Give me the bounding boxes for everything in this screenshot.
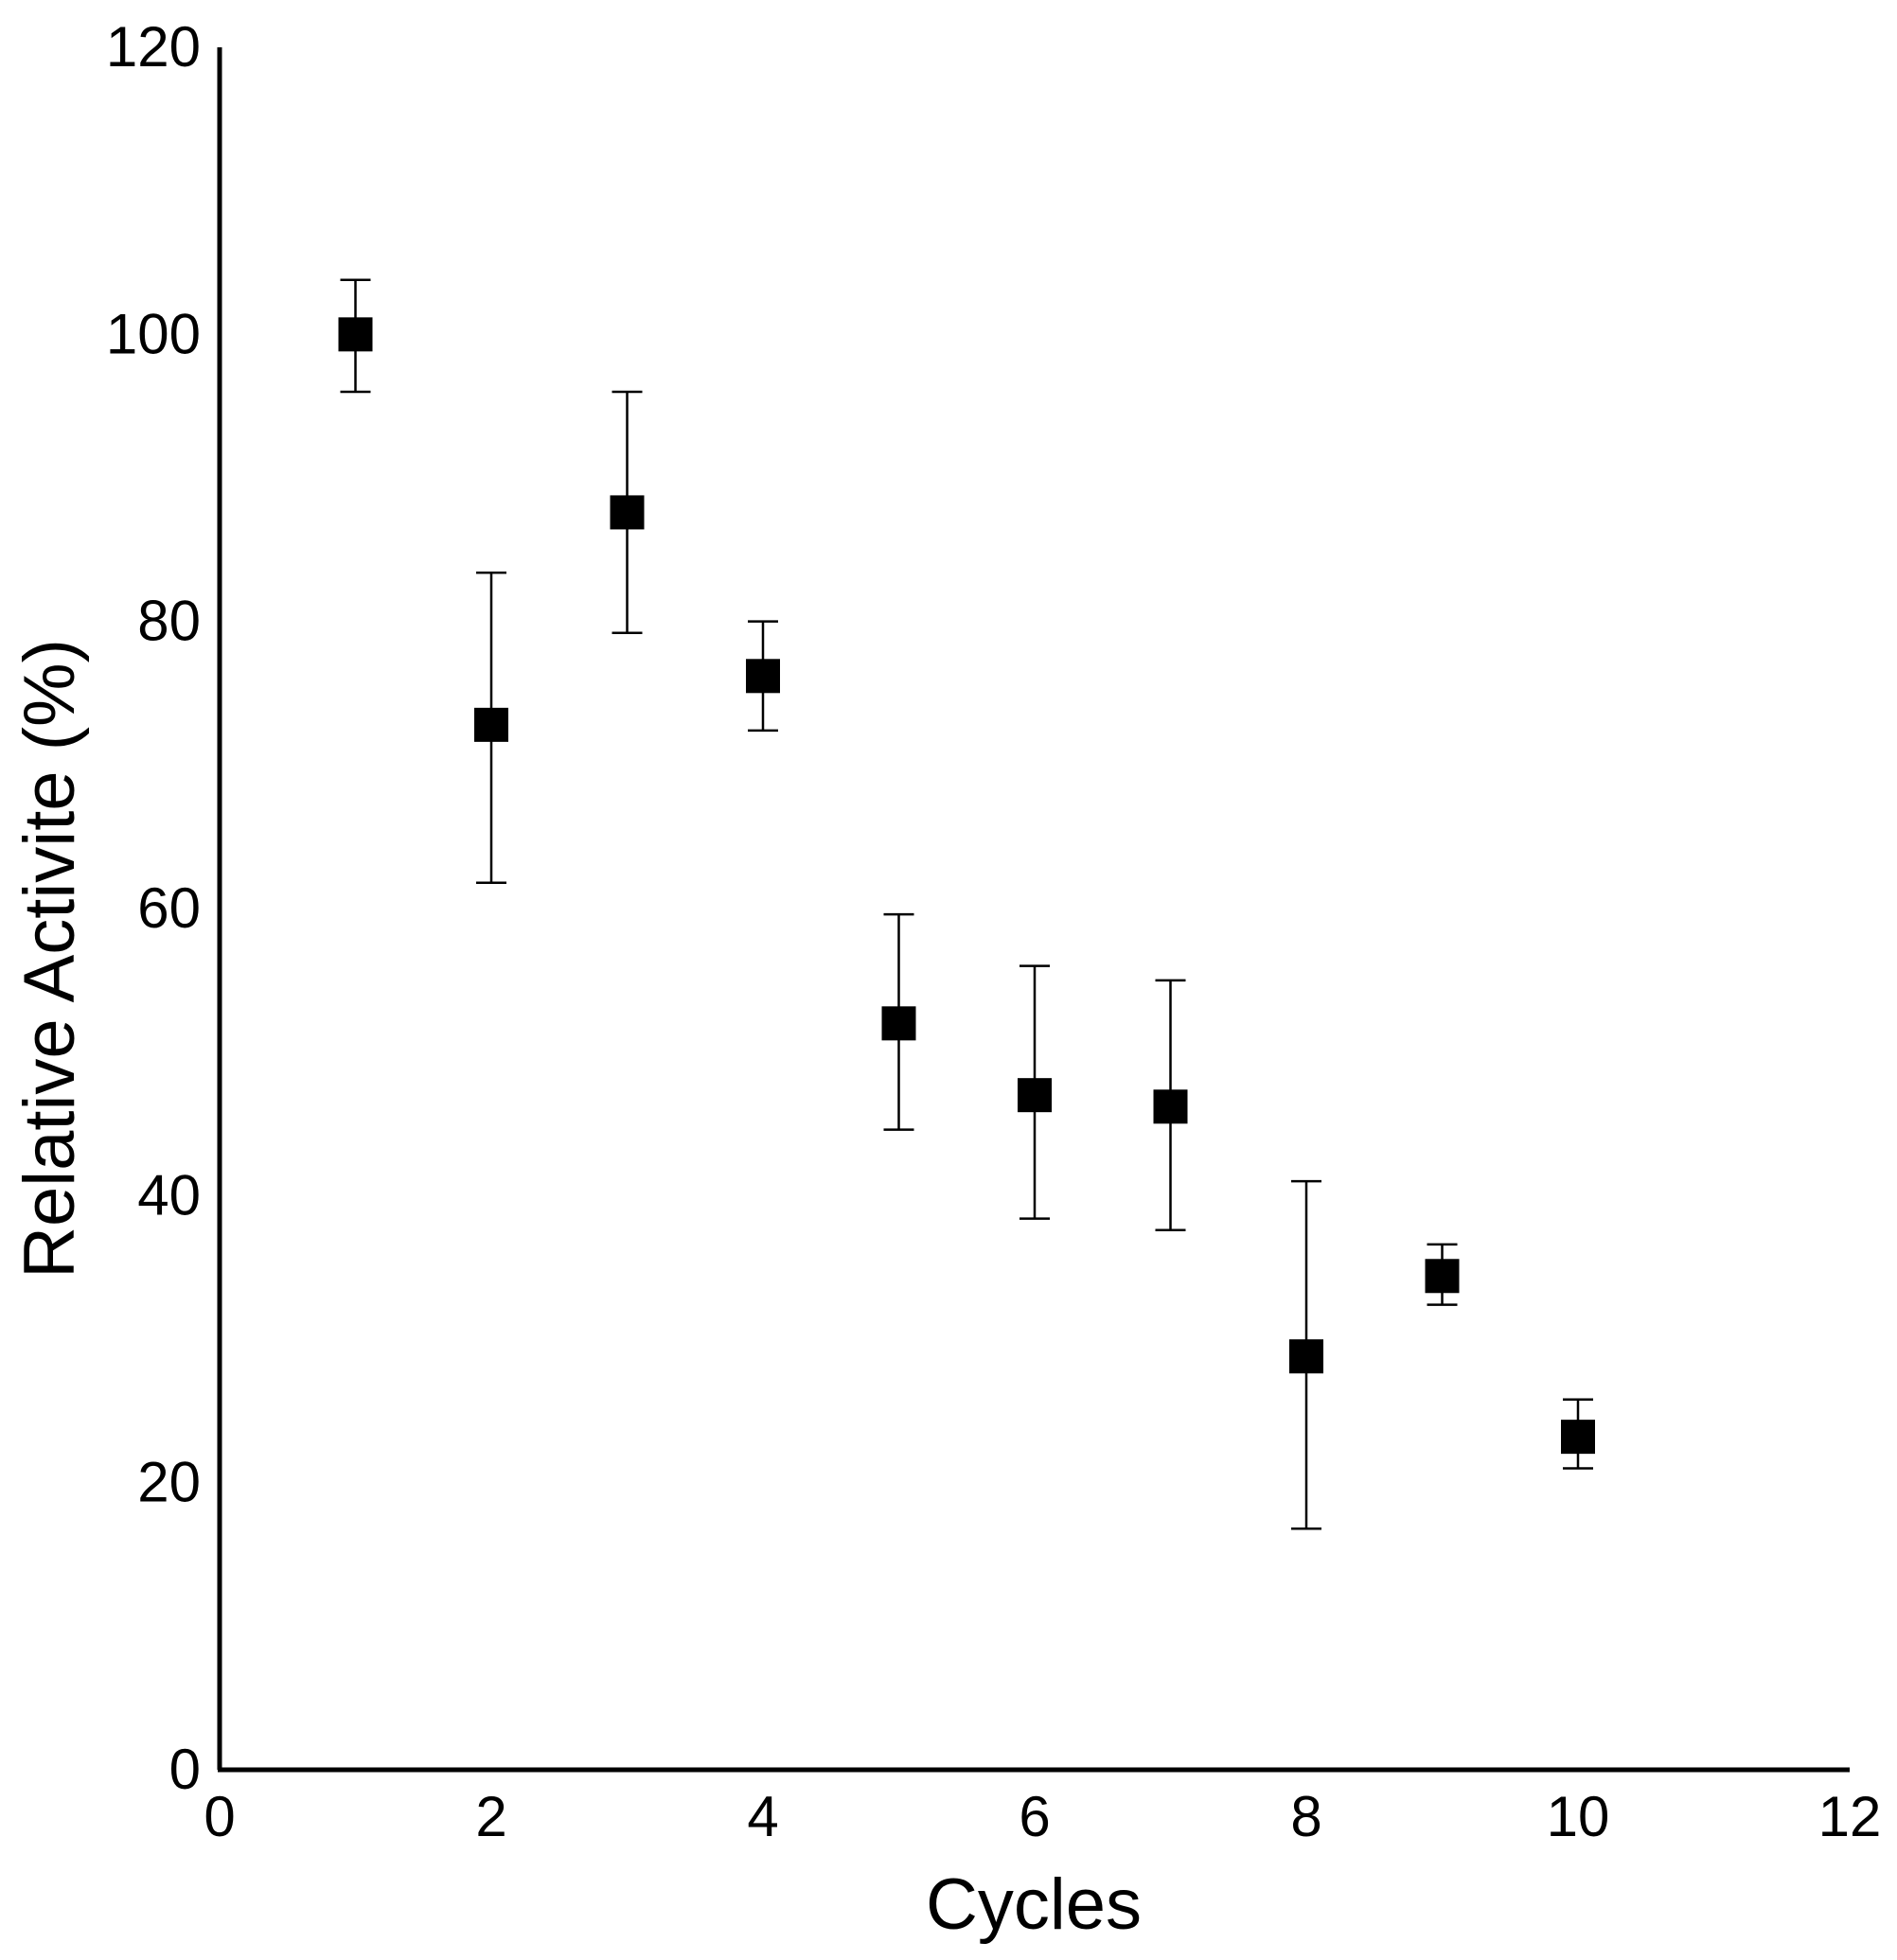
y-axis-title: Relative Activite (%) [9, 639, 90, 1279]
y-tick-label: 60 [137, 876, 201, 940]
x-tick-label: 10 [1547, 1785, 1610, 1848]
x-tick-label: 12 [1818, 1785, 1882, 1848]
x-tick-label: 0 [204, 1785, 235, 1848]
plot-area: 0 2 4 6 8 10 12 0 20 40 60 80 100 120 [106, 15, 1881, 1848]
y-tick-label: 100 [106, 302, 201, 365]
data-point [881, 1006, 916, 1041]
x-tick-label: 8 [1290, 1785, 1321, 1848]
data-point [746, 659, 780, 694]
x-axis-title: Cycles [926, 1864, 1142, 1945]
y-tick-labels: 0 20 40 60 80 100 120 [106, 15, 201, 1801]
data-points [338, 317, 1595, 1455]
x-tick-label: 2 [475, 1785, 506, 1848]
y-tick-label: 20 [137, 1451, 201, 1514]
data-point [338, 317, 373, 352]
data-point [1153, 1089, 1188, 1124]
error-bars [340, 278, 1593, 1530]
data-point [610, 495, 645, 530]
data-point [1289, 1339, 1323, 1374]
data-point [1561, 1420, 1595, 1455]
y-tick-label: 120 [106, 15, 201, 79]
data-point [474, 707, 508, 742]
y-tick-label: 40 [137, 1163, 201, 1227]
data-point [1018, 1078, 1052, 1113]
x-tick-label: 6 [1019, 1785, 1050, 1848]
x-tick-label: 4 [747, 1785, 778, 1848]
y-tick-label: 0 [169, 1738, 201, 1801]
data-point [1425, 1259, 1460, 1294]
y-tick-label: 80 [137, 590, 201, 653]
x-tick-labels: 0 2 4 6 8 10 12 [204, 1785, 1881, 1848]
